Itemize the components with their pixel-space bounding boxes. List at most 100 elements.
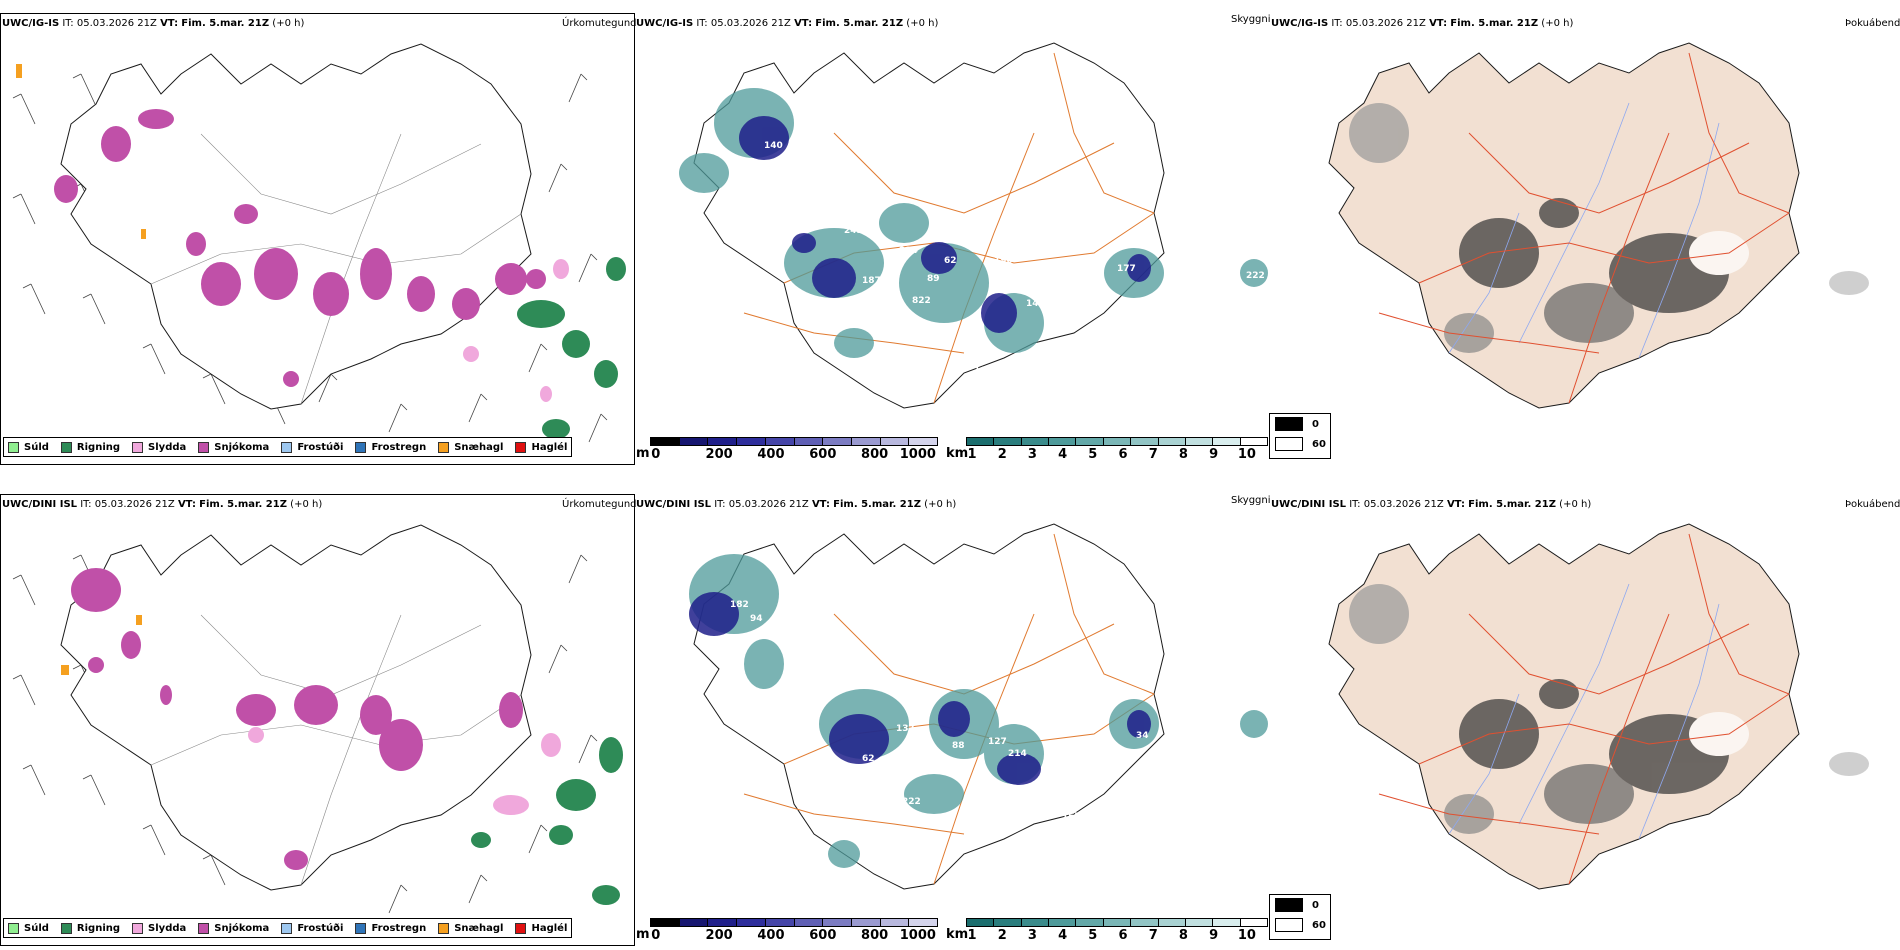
colorbar-tick: 10 [1237,928,1256,943]
model-name: UWC/IG-IS [1271,18,1329,29]
offset: (+0 h) [1541,18,1574,29]
cloudbase-label: 222 [902,797,921,807]
header-precip-top: UWC/IG-IS IT: 05.03.2026 21Z VT: Fim. 5.… [2,18,304,29]
colorbar-tick: 8 [1178,447,1188,462]
graupel-areas [16,64,146,239]
colorbar-swatches [966,918,1268,927]
cloudbase-label: 104 [974,366,993,376]
colorbar-swatch [823,438,852,445]
it-value: 05.03.2026 21Z [94,499,175,510]
colorbar-unit: m [636,446,650,461]
it-label: IT: [62,18,74,29]
colorbar-swatch [851,438,881,445]
legend-item: Frostúði [281,441,343,453]
vt-value: Fim. 5.mar. 21Z [1468,499,1556,510]
colorbar-ticks: 1 2 3 4 5 6 7 8 9 10 [966,927,1268,943]
colorbar-tick: 7 [1148,447,1158,462]
colorbar-tick: 5 [1088,928,1098,943]
legend-label: Frostregn [371,922,427,934]
cloudbase-colorbar-bottom: m 0 200 400 600 800 1000 [636,918,938,943]
vt-label: VT: [794,18,813,29]
cloud-map-top: 140 245 214 62 190 246 187 89 822 75 143… [679,42,1268,409]
colorbar-tick: 1000 [899,447,936,462]
it-value: 05.03.2026 21Z [76,18,157,29]
cloudbase-value-labels: 140 245 214 62 190 246 187 89 822 75 143… [764,141,1265,396]
colorbar-ticks: 1 2 3 4 5 6 7 8 9 10 [966,446,1268,462]
legend-item: Haglél [515,922,567,934]
cloudbase-label: 89 [927,274,940,284]
cloudbase-label: 822 [912,296,931,306]
it-value: 05.03.2026 21Z [1345,18,1426,29]
header-cloud-top: UWC/IG-IS IT: 05.03.2026 21Z VT: Fim. 5.… [636,18,938,29]
colorbar-ticks: 0 200 400 600 800 1000 [650,927,938,943]
colorbar-swatch [1185,919,1214,926]
iceland-coast [60,43,532,410]
colorbar-unit: m [636,927,650,942]
legend-swatch [60,441,72,453]
legend-label: Haglél [531,441,568,453]
panel-title-cloud-top: Skyggni [1231,14,1271,25]
cloudbase-label: 75 [862,309,875,319]
legend-label: Snæhagl [454,922,504,934]
colorbar-swatch [794,919,824,926]
colorbar-swatch [1213,438,1241,445]
fog-legend-bottom: 0 60 [1269,894,1331,940]
legend-item: Haglél [515,441,568,453]
vt-value: Fim. 5.mar. 21Z [199,499,287,510]
colorbar-tick: 5 [1088,447,1098,462]
colorbar-swatch [1213,919,1241,926]
legend-item: Súld [8,922,49,934]
legend-label: Snjókoma [214,441,270,453]
model-name: UWC/DINI ISL [1271,499,1347,510]
fog-legend-label: 0 [1312,899,1319,911]
header-fog-bottom: UWC/DINI ISL IT: 05.03.2026 21Z VT: Fim.… [1271,499,1591,510]
legend-label: Slydda [148,922,187,934]
legend-item: Snjókoma [198,922,269,934]
colorbar-ticks: 0 200 400 600 800 1000 [650,446,938,462]
legend-swatch [438,922,450,934]
cloudbase-label: 171 [1044,306,1063,316]
legend-swatch [355,922,367,934]
cloudbase-label: 127 [988,737,1007,747]
legend-swatch [132,922,144,934]
colorbar-swatch [851,919,881,926]
cloudbase-label: 62 [862,754,875,764]
colorbar-swatch [1240,919,1267,926]
legend-swatch [198,922,210,934]
rain-areas [517,257,626,439]
legend-label: Rigning [76,441,121,453]
colorbar-swatch [679,919,709,926]
fog-map-bottom [1328,523,1869,890]
legend-swatch [8,922,19,934]
snow-areas [71,568,523,870]
roads [1378,52,1790,404]
precip-legend-top: Súld Rigning Slydda Snjókoma Frostúði Fr… [3,437,573,457]
colorbar-tick: 9 [1209,447,1219,462]
legend-swatch [438,441,450,453]
vt-label: VT: [177,499,196,510]
precip-type-map-top [12,43,626,443]
fog-map-top [1328,42,1869,409]
vt-label: VT: [1446,499,1465,510]
vt-value: Fim. 5.mar. 21Z [833,499,921,510]
header-precip-bottom: UWC/DINI ISL IT: 05.03.2026 21Z VT: Fim.… [2,499,322,510]
visibility-colorbar-bottom: km 1 2 3 4 5 6 7 8 9 10 [946,918,1268,943]
cloudbase-label: 94 [750,614,763,624]
it-label: IT: [80,499,92,510]
cloudbase-label: 246 [1014,271,1033,281]
colorbar-swatches [966,437,1268,446]
fog-legend-row: 60 [1270,434,1330,454]
fog-legend-row: 0 [1270,895,1330,915]
legend-swatch [515,441,527,453]
legend-item: Rigning [60,922,120,934]
colorbar-swatch [880,438,910,445]
fog-legend-swatch [1275,918,1303,932]
legend-item: Rigning [60,441,121,453]
colorbar-tick: 3 [1027,447,1037,462]
cloudbase-label: 133 [968,812,987,822]
cloudbase-label: 177 [1117,264,1136,274]
offset: (+0 h) [290,499,323,510]
colorbar-swatch [1049,919,1077,926]
vt-label: VT: [1429,18,1448,29]
model-name: UWC/IG-IS [2,18,60,29]
